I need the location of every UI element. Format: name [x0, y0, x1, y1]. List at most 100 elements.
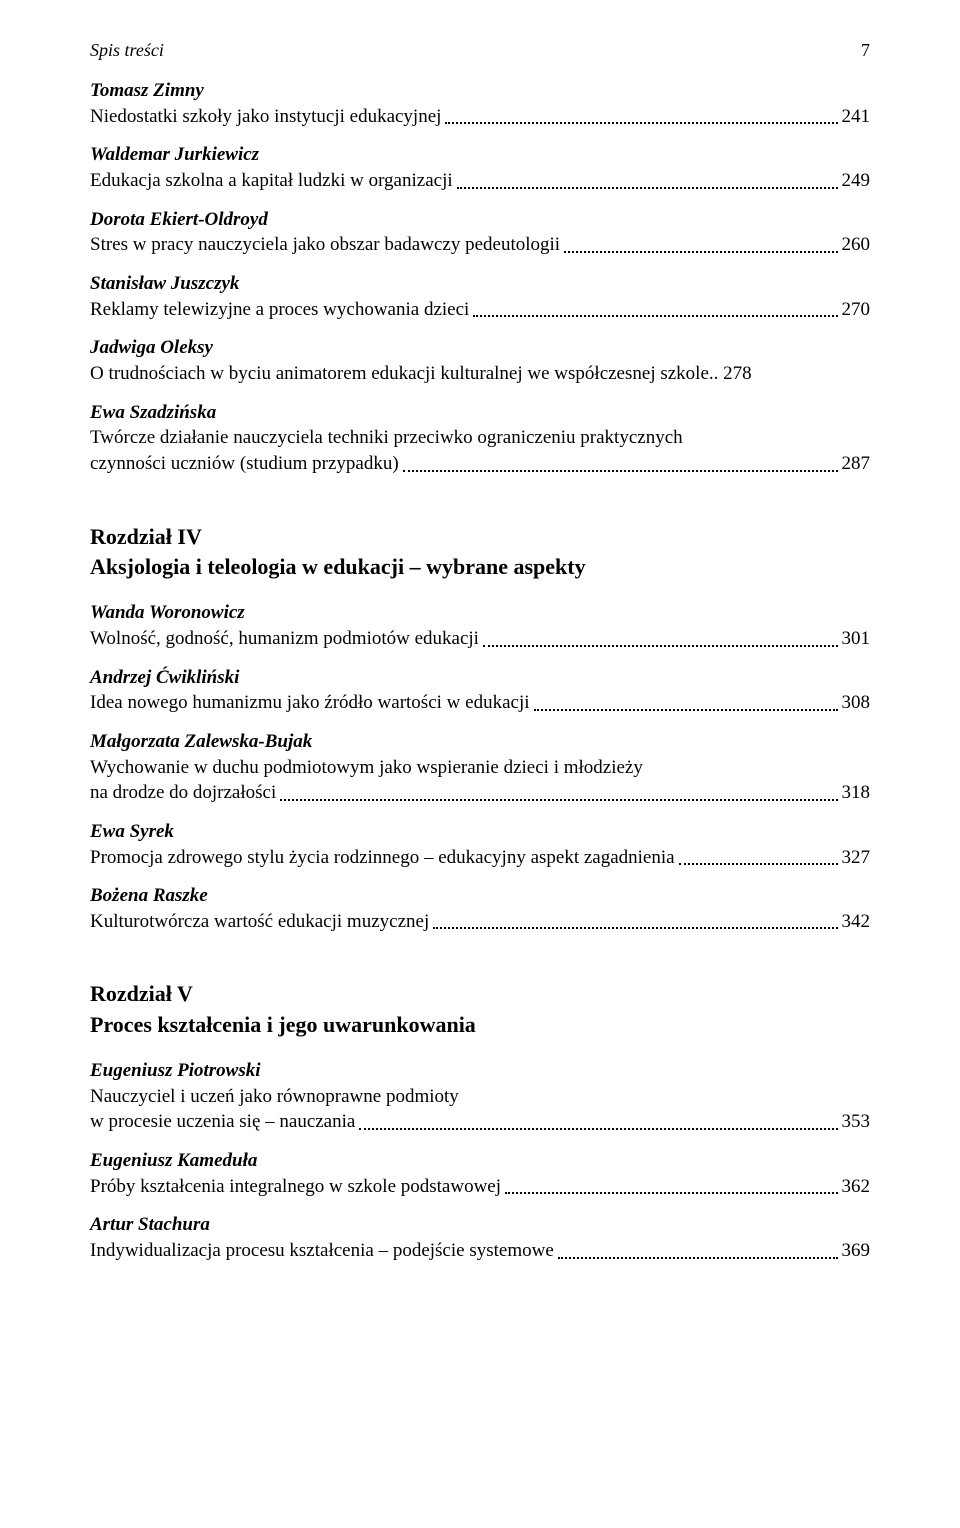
entry-page: 308: [842, 690, 871, 716]
toc-entry: Ewa SyrekPromocja zdrowego stylu życia r…: [90, 820, 870, 870]
entry-author: Ewa Syrek: [90, 820, 870, 845]
entry-page: 353: [842, 1109, 871, 1135]
leader-dots: [473, 314, 837, 317]
entry-page: 318: [842, 780, 871, 806]
entry-page: 249: [842, 168, 871, 194]
leader-dots: [534, 708, 838, 711]
entry-title-text: Niedostatki szkoły jako instytucji eduka…: [90, 104, 441, 130]
toc-entry: Stanisław JuszczykReklamy telewizyjne a …: [90, 272, 870, 322]
page-header: Spis treści 7: [90, 40, 870, 61]
entry-author: Artur Stachura: [90, 1213, 870, 1238]
entry-page: 270: [842, 297, 871, 323]
toc-entry: Eugeniusz KamedułaPróby kształcenia inte…: [90, 1149, 870, 1199]
toc-entry: Dorota Ekiert-OldroydStres w pracy naucz…: [90, 208, 870, 258]
toc-entry: Andrzej ĆwiklińskiIdea nowego humanizmu …: [90, 666, 870, 716]
entry-author: Eugeniusz Piotrowski: [90, 1059, 870, 1084]
entry-title-row: Reklamy telewizyjne a proces wychowania …: [90, 297, 870, 323]
entry-title-row: Idea nowego humanizmu jako źródło wartoś…: [90, 690, 870, 716]
entry-page: 260: [842, 232, 871, 258]
entry-title-row: Próby kształcenia integralnego w szkole …: [90, 1174, 870, 1200]
entry-page: 327: [842, 845, 871, 871]
entries-top: Tomasz ZimnyNiedostatki szkoły jako inst…: [90, 79, 870, 477]
entry-author: Waldemar Jurkiewicz: [90, 143, 870, 168]
entry-author: Ewa Szadzińska: [90, 401, 870, 426]
entry-title-row: czynności uczniów (studium przypadku) 287: [90, 451, 870, 477]
chapter-iv-num: Rozdział IV: [90, 522, 870, 553]
toc-entry: Jadwiga OleksyO trudnościach w byciu ani…: [90, 336, 870, 386]
entry-title-row: w procesie uczenia się – nauczania 353: [90, 1109, 870, 1135]
entry-title-row: Wolność, godność, humanizm podmiotów edu…: [90, 626, 870, 652]
entry-title-text: Próby kształcenia integralnego w szkole …: [90, 1174, 501, 1200]
toc-entry: Artur StachuraIndywidualizacja procesu k…: [90, 1213, 870, 1263]
toc-entry: Bożena RaszkeKulturotwórcza wartość eduk…: [90, 884, 870, 934]
leader-dots: [445, 121, 837, 124]
entry-title-text: Promocja zdrowego stylu życia rodzinnego…: [90, 845, 675, 871]
entry-title-text: Edukacja szkolna a kapitał ludzki w orga…: [90, 168, 453, 194]
entry-title-text: Wolność, godność, humanizm podmiotów edu…: [90, 626, 479, 652]
entry-page: 369: [842, 1238, 871, 1264]
entry-title-text: na drodze do dojrzałości: [90, 780, 276, 806]
toc-entry: Waldemar JurkiewiczEdukacja szkolna a ka…: [90, 143, 870, 193]
entry-author: Stanisław Juszczyk: [90, 272, 870, 297]
entry-page: 342: [842, 909, 871, 935]
entry-page: 241: [842, 104, 871, 130]
entry-author: Wanda Woronowicz: [90, 601, 870, 626]
entry-author: Andrzej Ćwikliński: [90, 666, 870, 691]
entry-page: 301: [842, 626, 871, 652]
entry-title-text: O trudnościach w byciu animatorem edukac…: [90, 361, 709, 387]
leader-dots: [564, 250, 837, 253]
toc-entry: Małgorzata Zalewska-BujakWychowanie w du…: [90, 730, 870, 806]
entry-title-text: Stres w pracy nauczyciela jako obszar ba…: [90, 232, 560, 258]
toc-entry: Wanda WoronowiczWolność, godność, humani…: [90, 601, 870, 651]
leader-dots: [403, 469, 838, 472]
entry-title-row: Indywidualizacja procesu kształcenia – p…: [90, 1238, 870, 1264]
toc-entry: Ewa SzadzińskaTwórcze działanie nauczyci…: [90, 401, 870, 477]
leader-dots: ..: [709, 361, 723, 387]
toc-page: Spis treści 7 Tomasz ZimnyNiedostatki sz…: [0, 0, 960, 1328]
entry-title-row: na drodze do dojrzałości 318: [90, 780, 870, 806]
entry-page: 278: [723, 361, 752, 387]
entry-page: 287: [842, 451, 871, 477]
entry-title-row: Stres w pracy nauczyciela jako obszar ba…: [90, 232, 870, 258]
entry-title-text: Reklamy telewizyjne a proces wychowania …: [90, 297, 469, 323]
header-title: Spis treści: [90, 40, 164, 61]
leader-dots: [280, 798, 837, 801]
chapter-iv-title: Aksjologia i teleologia w edukacji – wyb…: [90, 552, 870, 583]
leader-dots: [679, 862, 838, 865]
entry-author: Małgorzata Zalewska-Bujak: [90, 730, 870, 755]
entry-author: Tomasz Zimny: [90, 79, 870, 104]
entry-author: Eugeniusz Kameduła: [90, 1149, 870, 1174]
toc-entry: Tomasz ZimnyNiedostatki szkoły jako inst…: [90, 79, 870, 129]
leader-dots: [558, 1256, 838, 1259]
entry-title-row: Edukacja szkolna a kapitał ludzki w orga…: [90, 168, 870, 194]
entry-author: Jadwiga Oleksy: [90, 336, 870, 361]
chapter-v-heading: Rozdział V Proces kształcenia i jego uwa…: [90, 979, 870, 1041]
entry-title-line: Nauczyciel i uczeń jako równoprawne podm…: [90, 1084, 870, 1110]
leader-dots: [483, 644, 838, 647]
entry-title-row: Kulturotwórcza wartość edukacji muzyczne…: [90, 909, 870, 935]
entry-title-text: Kulturotwórcza wartość edukacji muzyczne…: [90, 909, 429, 935]
entry-title-text: w procesie uczenia się – nauczania: [90, 1109, 355, 1135]
entry-title-row: Promocja zdrowego stylu życia rodzinnego…: [90, 845, 870, 871]
page-number: 7: [861, 40, 870, 61]
leader-dots: [505, 1191, 837, 1194]
entry-title-text: Indywidualizacja procesu kształcenia – p…: [90, 1238, 554, 1264]
toc-entry: Eugeniusz PiotrowskiNauczyciel i uczeń j…: [90, 1059, 870, 1135]
entries-v: Eugeniusz PiotrowskiNauczyciel i uczeń j…: [90, 1059, 870, 1264]
entries-iv: Wanda WoronowiczWolność, godność, humani…: [90, 601, 870, 934]
entry-author: Bożena Raszke: [90, 884, 870, 909]
leader-dots: [457, 186, 838, 189]
leader-dots: [433, 926, 837, 929]
leader-dots: [359, 1127, 837, 1130]
entry-author: Dorota Ekiert-Oldroyd: [90, 208, 870, 233]
entry-title-line: Twórcze działanie nauczyciela techniki p…: [90, 425, 870, 451]
entry-title-row: Niedostatki szkoły jako instytucji eduka…: [90, 104, 870, 130]
chapter-v-title: Proces kształcenia i jego uwarunkowania: [90, 1010, 870, 1041]
entry-page: 362: [842, 1174, 871, 1200]
entry-title-text: Idea nowego humanizmu jako źródło wartoś…: [90, 690, 530, 716]
entry-title-row: O trudnościach w byciu animatorem edukac…: [90, 361, 870, 387]
chapter-iv-heading: Rozdział IV Aksjologia i teleologia w ed…: [90, 522, 870, 584]
entry-title-text: czynności uczniów (studium przypadku): [90, 451, 399, 477]
entry-title-line: Wychowanie w duchu podmiotowym jako wspi…: [90, 755, 870, 781]
chapter-v-num: Rozdział V: [90, 979, 870, 1010]
